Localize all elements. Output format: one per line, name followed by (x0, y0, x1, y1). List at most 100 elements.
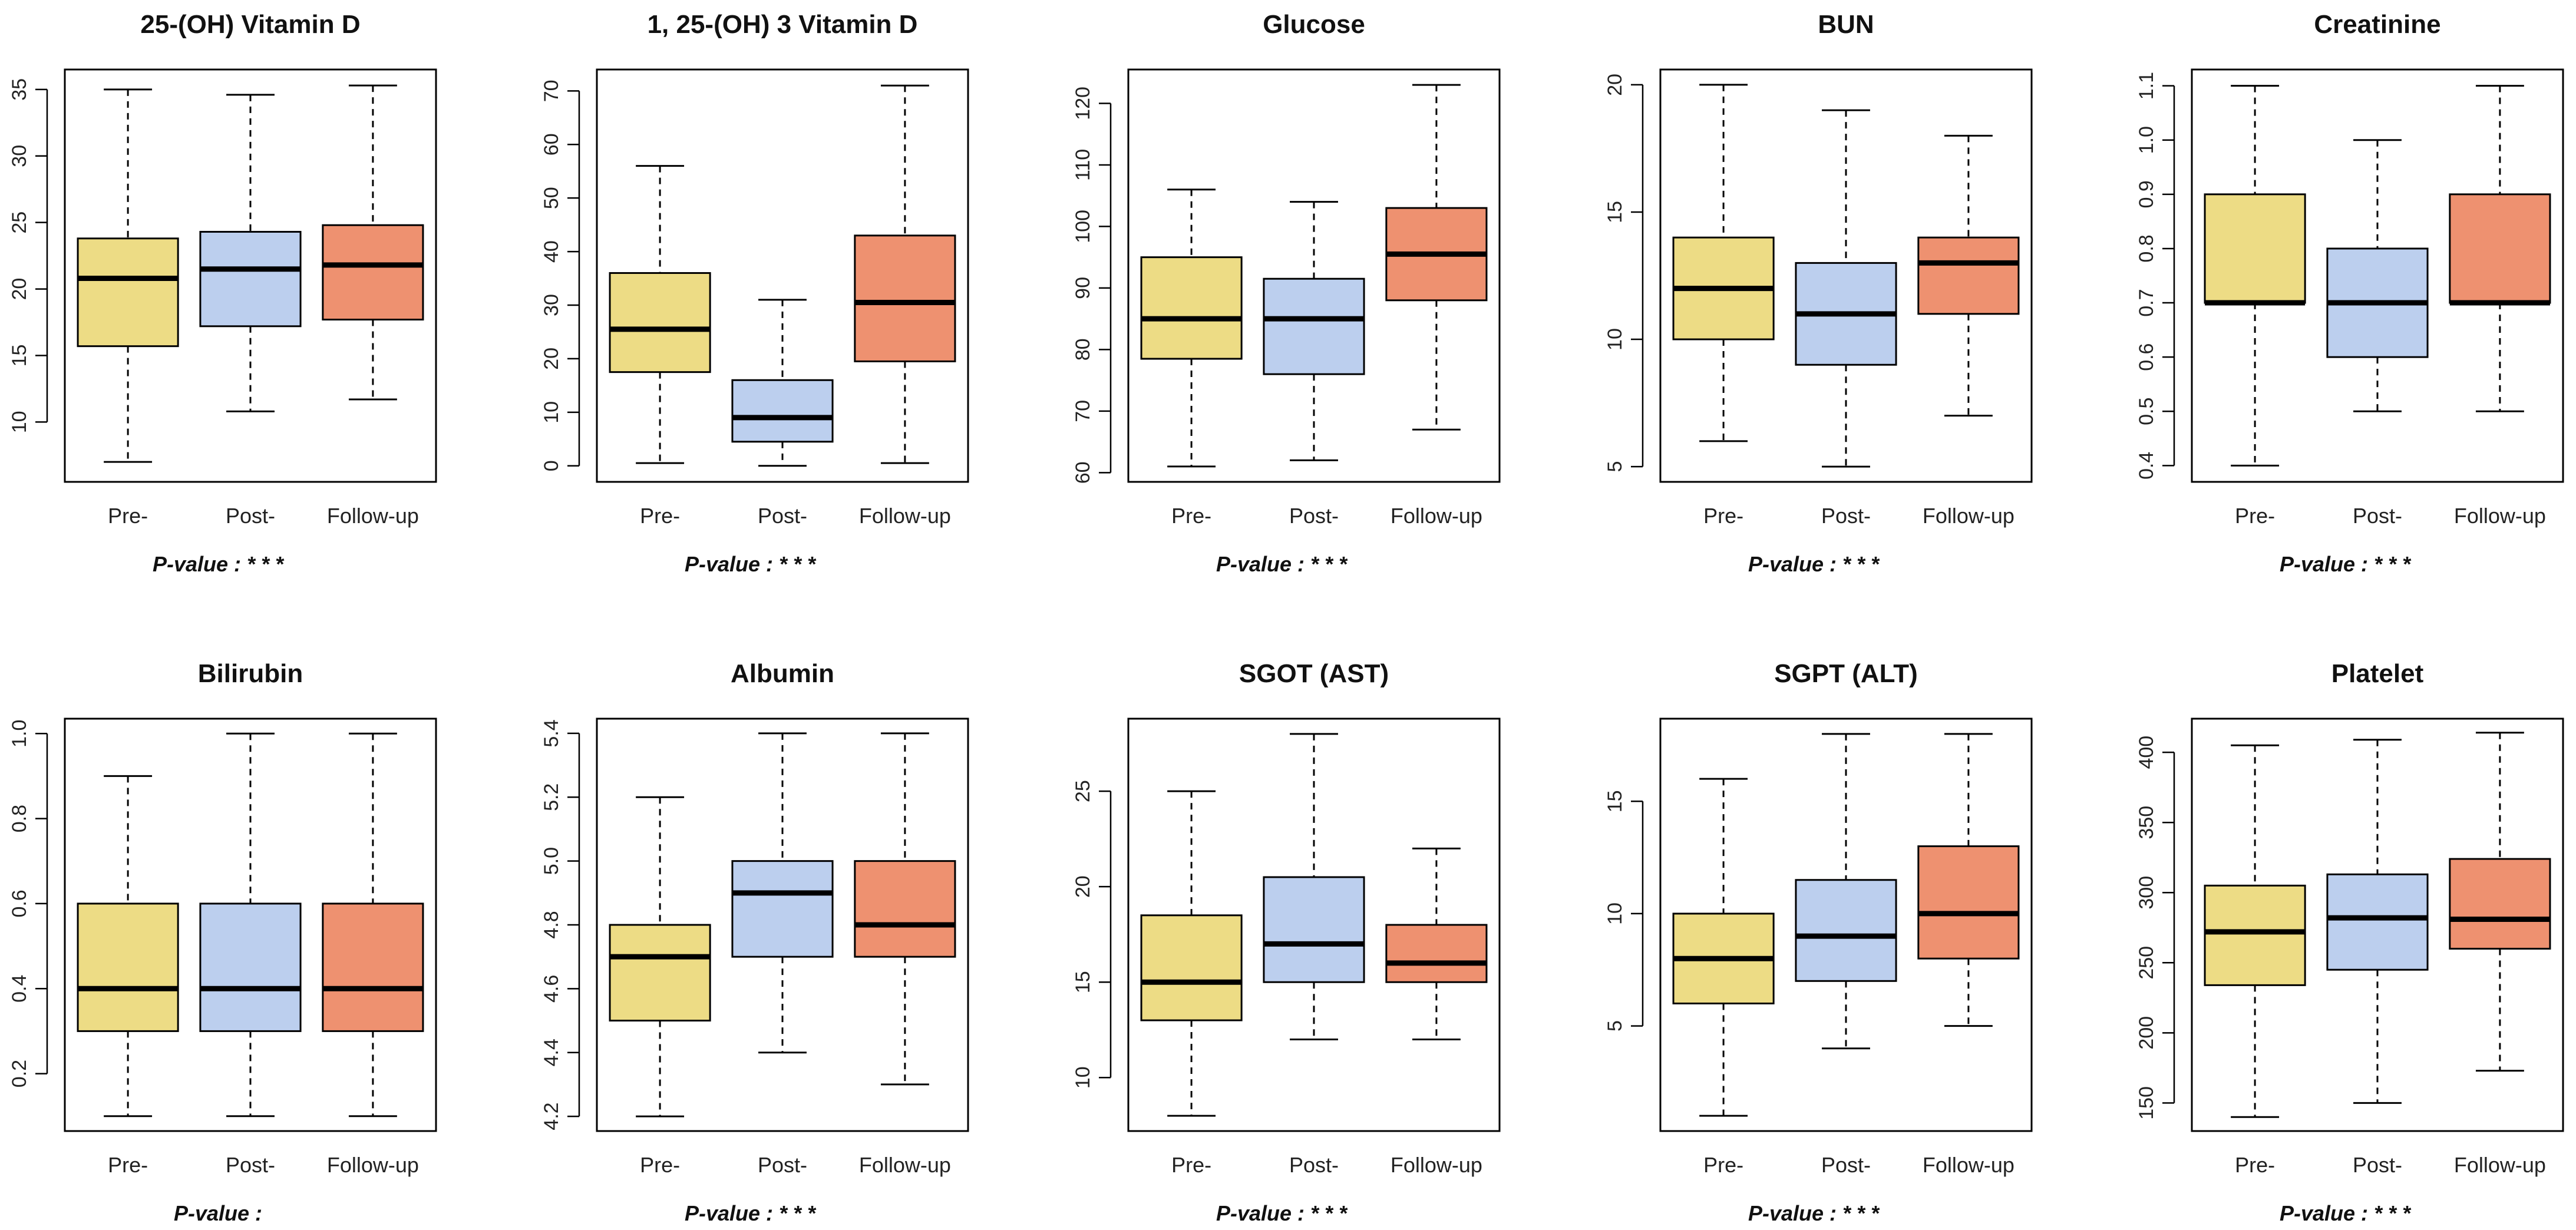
box-pre (609, 796, 711, 1117)
y-tick-label: 80 (1072, 338, 1094, 361)
x-category-label: Pre- (640, 1153, 680, 1177)
x-category-label: Post- (2353, 504, 2402, 528)
chart-title: Platelet (2331, 659, 2424, 688)
y-tick-label: 0.7 (2135, 289, 2158, 316)
y-tick-label: 200 (2135, 1016, 2158, 1050)
x-category-label: Follow-up (1923, 1153, 2014, 1177)
iqr-box (322, 224, 424, 321)
y-tick-label: 25 (1072, 780, 1094, 802)
x-category-label: Follow-up (1923, 504, 2014, 528)
chart-panel: Platelet 150 200 250 300 350 400 Pre- Post- Follo… (2135, 659, 2564, 1225)
box-post (1263, 201, 1365, 461)
x-category-label: Post- (1821, 1153, 1871, 1177)
y-tick-label: 120 (1072, 87, 1094, 120)
y-tick-label: 40 (540, 240, 563, 263)
p-value-label: P-value : * * * (1748, 1201, 1880, 1225)
box-post (199, 732, 302, 1117)
y-tick-label: 5.4 (540, 719, 563, 747)
y-tick-label: 20 (1604, 74, 1626, 96)
y-tick-label: 30 (8, 145, 31, 167)
p-value-label: P-value : * * * (685, 552, 817, 576)
iqr-box (1263, 277, 1365, 375)
iqr-box (1140, 256, 1243, 360)
y-tick-label: 4.6 (540, 975, 563, 1003)
box-followup (1385, 847, 1488, 1040)
iqr-box (609, 924, 711, 1022)
chart-title: Albumin (731, 659, 834, 688)
chart-panel: Albumin 4.2 4.4 4.6 4.8 5.0 5.2 5.4 Pre- Post- Fol… (540, 659, 969, 1225)
x-category-label: Pre- (2235, 1153, 2275, 1177)
y-tick-label: 5 (1604, 461, 1626, 472)
y-tick-label: 0.8 (2135, 234, 2158, 262)
iqr-box (199, 902, 302, 1032)
iqr-box (1385, 924, 1488, 983)
plot-frame (2191, 718, 2564, 1132)
box-followup (1917, 134, 2020, 417)
x-category-label: Pre- (1171, 504, 1211, 528)
y-tick-label: 110 (1072, 149, 1094, 181)
p-value-label: P-value : * * * (1216, 552, 1348, 576)
x-category-label: Post- (1289, 1153, 1339, 1177)
p-value-label: P-value : * * * (2280, 552, 2412, 576)
x-category-label: Post- (758, 1153, 807, 1177)
y-tick-label: 0.5 (2135, 398, 2158, 425)
chart-title: SGOT (AST) (1239, 659, 1389, 688)
x-category-label: Pre- (2235, 504, 2275, 528)
chart-panel: Bilirubin 0.2 0.4 0.6 0.8 1.0 Pre- Post- Follow-… (8, 659, 437, 1225)
plot-frame (64, 68, 437, 483)
box-followup (2449, 732, 2551, 1072)
box-pre (2204, 744, 2306, 1118)
x-category-label: Follow-up (859, 504, 951, 528)
chart-panel: Glucose 60 70 80 90 100 110 120 Pre- Post- Follow-… (1072, 10, 1501, 576)
y-tick-label: 4.8 (540, 911, 563, 938)
y-tick-label: 1.1 (2135, 72, 2158, 100)
plot-frame (1127, 718, 1501, 1132)
box-followup (2449, 85, 2551, 412)
x-category-label: Pre- (108, 504, 148, 528)
box-pre (1140, 790, 1243, 1117)
iqr-box (731, 860, 834, 958)
y-tick-label: 15 (1604, 790, 1626, 812)
p-value-label: P-value : * * * (685, 1201, 817, 1225)
x-category-label: Post- (2353, 1153, 2402, 1177)
y-tick-label: 10 (1604, 902, 1626, 925)
y-tick-label: 0 (540, 460, 563, 471)
box-followup (1917, 733, 2020, 1027)
y-tick-label: 1.0 (8, 720, 31, 748)
box-post (1795, 109, 1897, 468)
x-category-label: Follow-up (327, 504, 419, 528)
y-tick-label: 0.4 (2135, 452, 2158, 480)
plot-frame (596, 718, 969, 1132)
y-tick-label: 25 (8, 211, 31, 234)
y-tick-label: 15 (1072, 971, 1094, 993)
iqr-box (199, 230, 302, 328)
chart-title: Bilirubin (198, 659, 303, 688)
y-tick-label: 0.6 (2135, 343, 2158, 371)
iqr-box (731, 379, 834, 443)
x-category-label: Post- (1821, 504, 1871, 528)
chart-panel: BUN 5 10 15 20 Pre- Post- Follow-up P-value : * … (1604, 10, 2033, 576)
chart-title: 25-(OH) Vitamin D (140, 10, 360, 39)
chart-panel: 25-(OH) Vitamin D 10 15 20 25 30 35 Pre- Post- Fo… (8, 10, 437, 576)
y-tick-label: 5.0 (540, 847, 563, 875)
y-tick-label: 0.2 (8, 1060, 31, 1087)
y-tick-label: 10 (540, 401, 563, 424)
chart-title: BUN (1818, 10, 1874, 39)
box-post (731, 299, 834, 467)
box-post (1795, 733, 1897, 1050)
chart-panel: SGOT (AST) 10 15 20 25 Pre- Post- Follow-up P-va… (1072, 659, 1501, 1225)
y-tick-label: 50 (540, 187, 563, 209)
p-value-label: P-value : * * * (153, 552, 285, 576)
iqr-box (77, 237, 179, 348)
x-category-label: Follow-up (327, 1153, 419, 1177)
y-tick-label: 100 (1072, 210, 1094, 243)
x-category-label: Pre- (108, 1153, 148, 1177)
y-tick-label: 4.4 (540, 1039, 563, 1066)
x-category-label: Follow-up (1391, 1153, 1482, 1177)
y-tick-label: 4.2 (540, 1102, 563, 1130)
x-category-label: Follow-up (2454, 1153, 2546, 1177)
iqr-box (609, 272, 711, 373)
x-category-label: Post- (226, 504, 275, 528)
y-tick-label: 400 (2135, 736, 2158, 769)
y-tick-label: 90 (1072, 277, 1094, 299)
